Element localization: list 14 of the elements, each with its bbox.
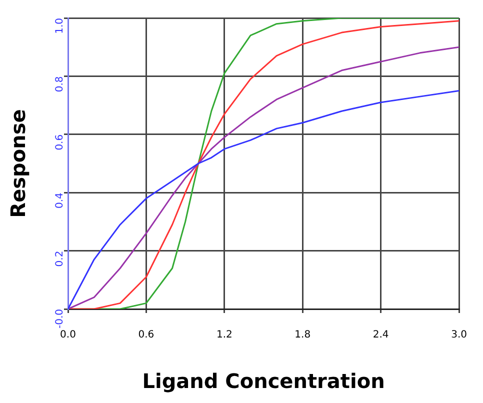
x-tick-label: 3.0 <box>451 330 467 341</box>
y-tick-label: 0.2 <box>54 250 66 267</box>
x-tick-label: 0.6 <box>138 330 154 341</box>
x-tick-label: 2.4 <box>372 330 389 341</box>
x-tick-label: 1.2 <box>216 330 232 341</box>
y-tick-label: 0.4 <box>54 192 66 209</box>
x-axis-title: Ligand Concentration <box>142 369 385 394</box>
x-tick-label: 0.0 <box>60 330 76 341</box>
y-tick-label: -0.0 <box>54 309 66 329</box>
x-tick-label: 1.8 <box>294 330 311 341</box>
y-tick-label: 0.8 <box>54 76 66 92</box>
y-axis-title: Response <box>6 109 30 218</box>
y-tick-label: 0.6 <box>54 134 66 150</box>
y-tick-label: 1.0 <box>54 18 66 34</box>
